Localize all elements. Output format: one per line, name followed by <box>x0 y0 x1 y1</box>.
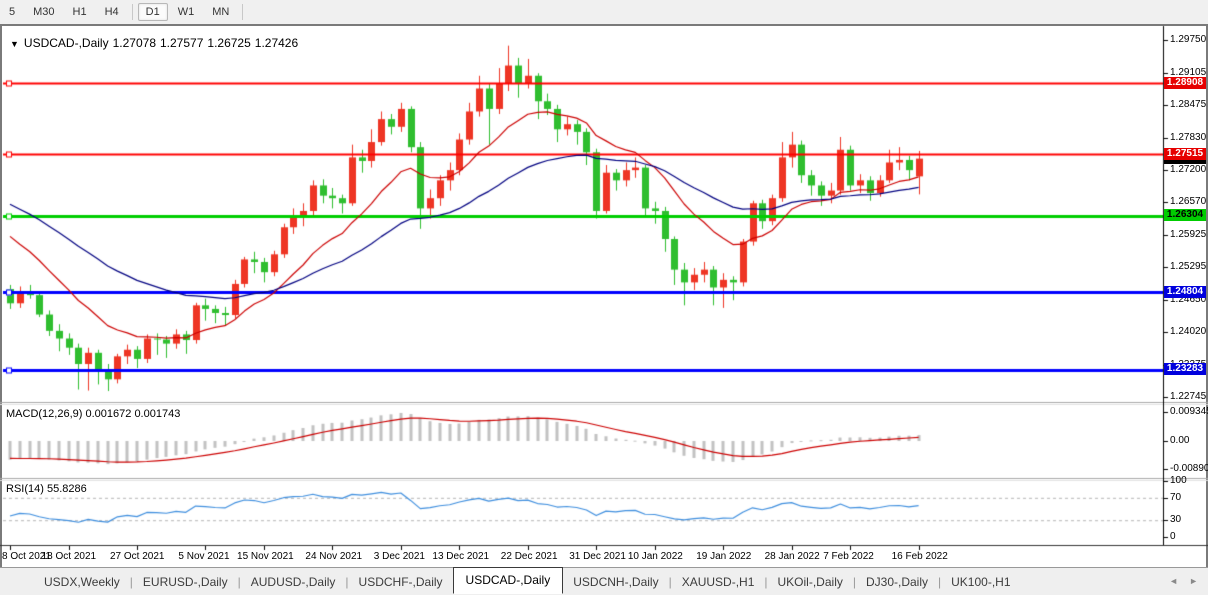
timeframe-button-mn[interactable]: MN <box>212 6 230 18</box>
chart-tab-eurusd-daily[interactable]: EURUSD-,Daily <box>142 574 228 589</box>
timeframe-button-5[interactable]: 5 <box>9 6 16 18</box>
tab-scroll-left-icon[interactable]: ◄ <box>1169 576 1178 586</box>
tab-separator: | <box>764 574 768 589</box>
tab-separator: | <box>237 574 241 589</box>
tab-separator: | <box>668 574 672 589</box>
toolbar-separator <box>242 4 244 20</box>
timeframe-button-d1[interactable]: D1 <box>137 3 168 21</box>
chart-tab-xauusd-h1[interactable]: XAUUSD-,H1 <box>681 574 755 589</box>
tab-separator: | <box>345 574 349 589</box>
chart-tab-dj30-daily[interactable]: DJ30-,Daily <box>865 574 928 589</box>
toolbar-separator <box>131 4 133 20</box>
chart-tab-audusd-daily[interactable]: AUDUSD-,Daily <box>250 574 336 589</box>
timeframe-button-w1[interactable]: W1 <box>177 6 195 18</box>
chart-tab-bar: ◄ ► USDX,Weekly | EURUSD-,Daily | AUDUSD-,Da… <box>0 566 1208 595</box>
tab-separator: | <box>938 574 942 589</box>
chart-tab-uk100-h1[interactable]: UK100-,H1 <box>951 574 1011 589</box>
chart-tab-usdx-weekly[interactable]: USDX,Weekly <box>44 574 120 589</box>
timeframe-toolbar: 5 M30 H1 H4 D1 W1 MN <box>0 0 1208 24</box>
timeframe-button-m30[interactable]: M30 <box>33 6 55 18</box>
chart-tab-usdchf-daily[interactable]: USDCHF-,Daily <box>358 574 443 589</box>
timeframe-button-h4[interactable]: H4 <box>104 6 119 18</box>
chart-tab-usdcad-daily[interactable]: USDCAD-,Daily <box>452 566 564 594</box>
chart-tab-ukoil-daily[interactable]: UKOil-,Daily <box>777 574 843 589</box>
chart-tab-usdcnh-daily[interactable]: USDCNH-,Daily <box>573 574 659 589</box>
tab-scroll-right-icon[interactable]: ► <box>1189 576 1198 586</box>
timeframe-button-h1[interactable]: H1 <box>72 6 87 18</box>
tab-separator: | <box>129 574 133 589</box>
tab-separator: | <box>852 574 856 589</box>
